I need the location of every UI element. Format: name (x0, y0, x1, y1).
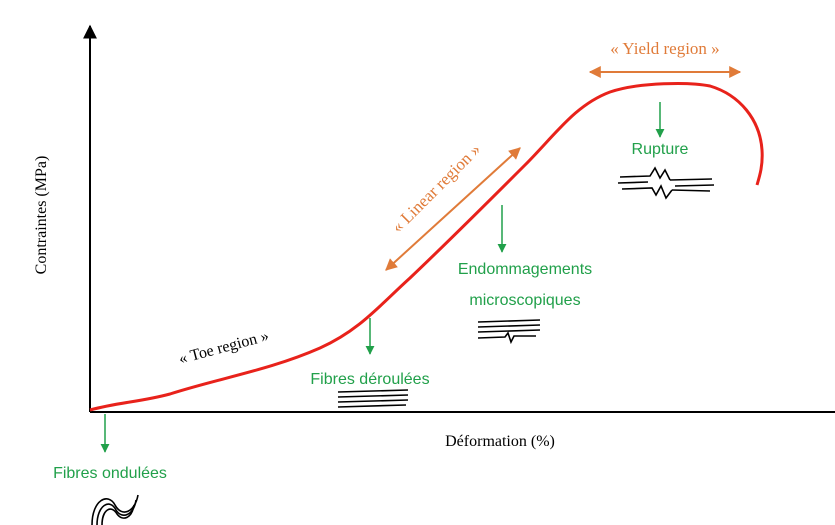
linear-region-label: « Linear region » (388, 140, 485, 237)
toe-region-label: « Toe region » (177, 327, 271, 367)
damaged-fibres-icon (477, 319, 541, 345)
annotation: Fibres ondulées (53, 465, 167, 482)
yield-region-label: « Yield region » (610, 39, 719, 58)
y-axis-label: Contraintes (MPa) (33, 156, 50, 275)
annotation: Rupture (632, 141, 689, 158)
x-axis-label: Déformation (%) (445, 433, 555, 450)
wavy-fibres-icon (91, 494, 139, 525)
ruptured-fibres-icon (617, 166, 715, 200)
annotation: microscopiques (469, 292, 580, 309)
straight-fibres-icon (337, 389, 409, 408)
linear-region-arrow (385, 147, 521, 271)
annotation: Endommagements (458, 261, 592, 278)
annotation: Fibres déroulées (310, 371, 429, 388)
